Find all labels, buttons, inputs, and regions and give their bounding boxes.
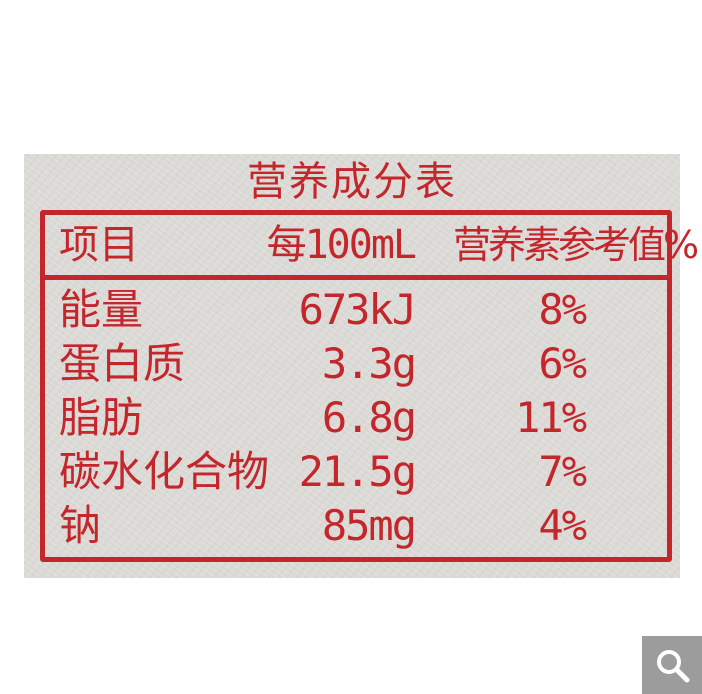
zoom-button[interactable]	[642, 636, 702, 694]
nutrition-table: 项目 每100mL 营养素参考值% 能量 673kJ 8% 蛋白质 3.3g 6…	[40, 210, 699, 562]
row-per-100ml: 6.8g	[321, 393, 417, 442]
table-row: 钠 85mg 4%	[45, 499, 667, 553]
row-nrv: 11%	[515, 393, 587, 442]
table-row: 碳水化合物 21.5g 7%	[45, 445, 667, 499]
table-body: 能量 673kJ 8% 蛋白质 3.3g 6% 脂肪 6.8g 11% 碳水化合…	[45, 283, 667, 553]
table-header: 项目 每100mL 营养素参考值%	[45, 215, 699, 280]
row-per-100ml: 21.5g	[298, 447, 417, 496]
row-nrv: 7%	[538, 447, 587, 496]
row-nrv: 8%	[538, 285, 587, 334]
row-per-100ml: 673kJ	[298, 285, 417, 334]
row-item: 钠	[59, 501, 102, 550]
row-item: 蛋白质	[59, 339, 186, 388]
header-per-100ml: 每100mL	[266, 222, 417, 268]
header-nrv: 营养素参考值%	[453, 223, 699, 267]
table-row: 脂肪 6.8g 11%	[45, 391, 667, 445]
label-title: 营养成分表	[247, 159, 457, 205]
row-item: 脂肪	[59, 393, 144, 442]
table-row: 能量 673kJ 8%	[45, 283, 667, 337]
table-row: 蛋白质 3.3g 6%	[45, 337, 667, 391]
magnifier-icon	[657, 650, 690, 683]
row-per-100ml: 3.3g	[321, 339, 417, 388]
nutrition-label: 营养成分表 项目 每100mL 营养素参考值% 能量 673kJ 8% 蛋白质 …	[24, 154, 699, 578]
row-per-100ml: 85mg	[321, 501, 417, 550]
header-item: 项目	[59, 222, 139, 268]
row-nrv: 6%	[538, 339, 587, 388]
row-nrv: 4%	[538, 501, 587, 550]
row-item: 能量	[59, 285, 144, 334]
row-item: 碳水化合物	[59, 447, 270, 496]
